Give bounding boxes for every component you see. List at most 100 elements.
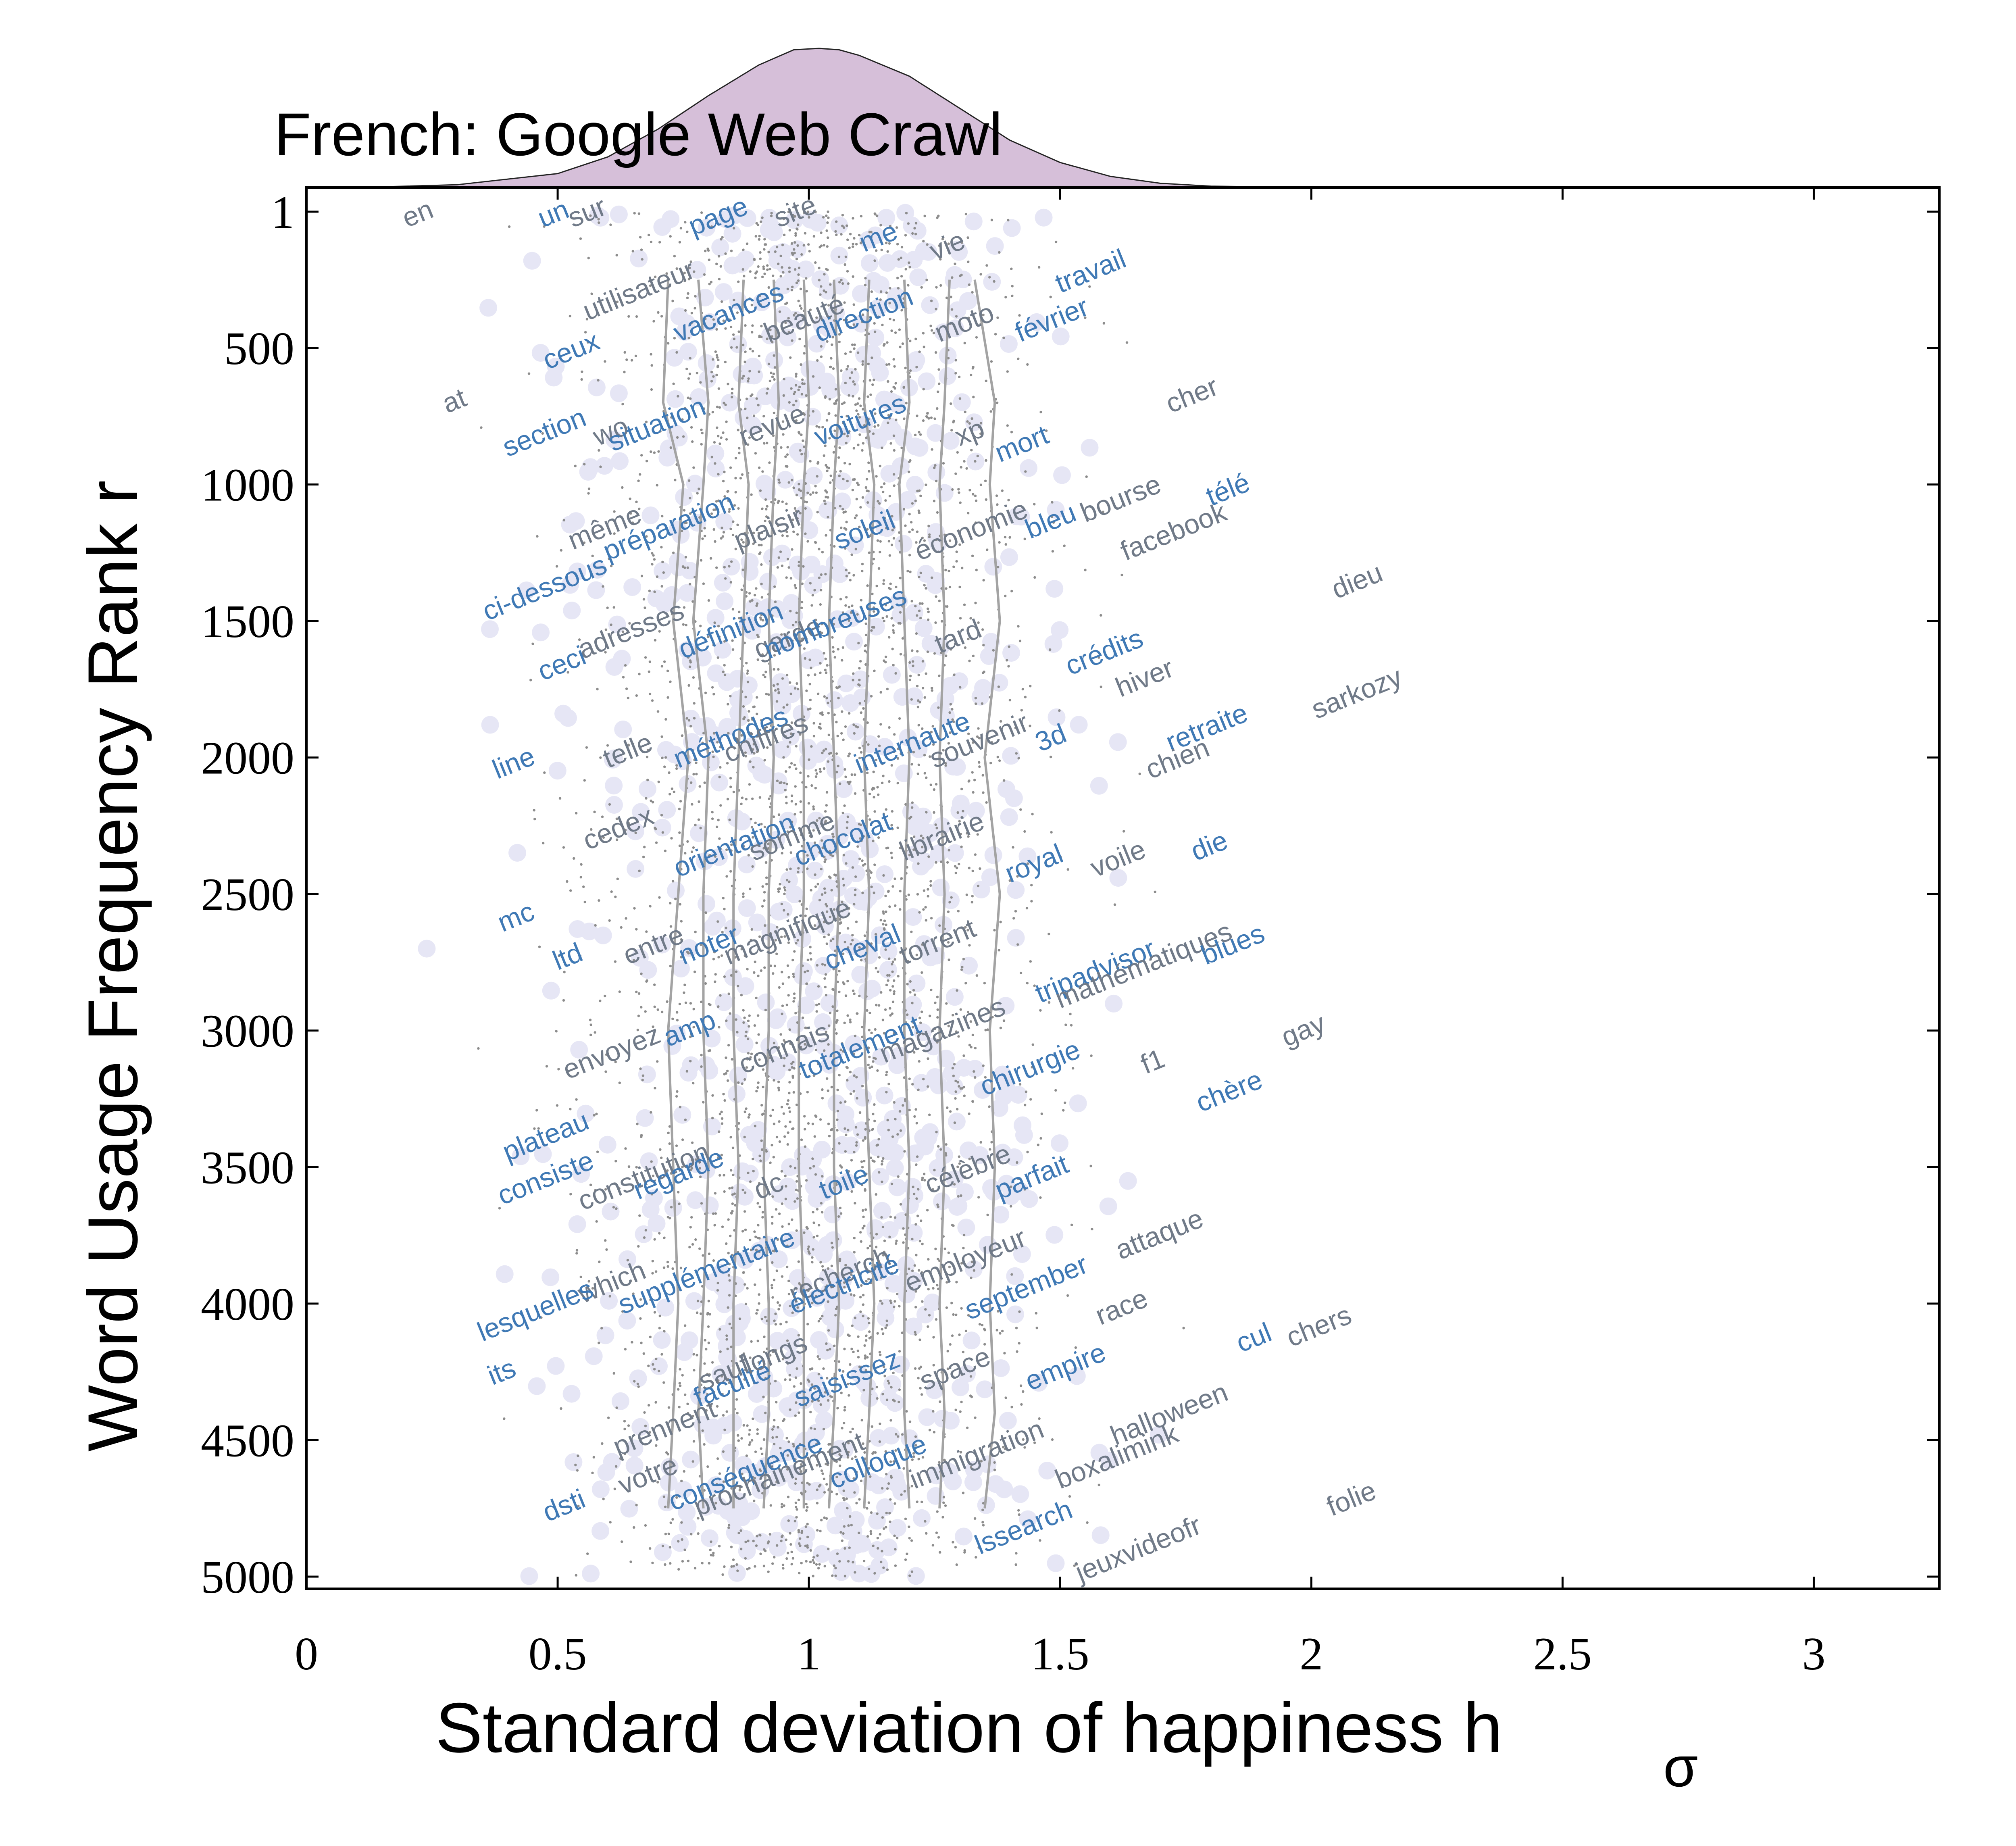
- data-point: [648, 660, 652, 663]
- data-point: [1026, 981, 1029, 985]
- data-point: [664, 756, 667, 759]
- data-point: [932, 743, 935, 746]
- data-point: [850, 1273, 853, 1276]
- data-point: [979, 273, 982, 276]
- data-point: [742, 705, 745, 708]
- data-point: [791, 958, 794, 962]
- data-point: [825, 910, 829, 913]
- data-point: [750, 304, 754, 306]
- halo-point: [707, 664, 725, 682]
- data-point: [850, 611, 853, 614]
- data-point: [690, 426, 693, 429]
- data-point: [891, 648, 894, 650]
- halo-point: [657, 741, 675, 759]
- data-point: [608, 557, 610, 560]
- data-point: [673, 790, 676, 794]
- data-point: [846, 270, 849, 273]
- data-point: [785, 868, 788, 871]
- data-point: [834, 388, 837, 391]
- data-point: [764, 1377, 767, 1380]
- data-point: [893, 990, 896, 993]
- halo-point: [914, 833, 932, 852]
- data-point: [917, 862, 920, 865]
- data-point: [784, 735, 787, 738]
- data-point: [892, 664, 895, 667]
- data-point: [817, 985, 820, 988]
- data-point: [856, 845, 859, 848]
- data-point: [760, 596, 764, 599]
- data-point: [920, 286, 923, 289]
- data-point: [762, 1396, 765, 1398]
- halo-point: [851, 892, 869, 910]
- data-point: [893, 877, 896, 880]
- data-point: [864, 622, 867, 625]
- data-point: [558, 797, 562, 800]
- data-point: [815, 625, 818, 629]
- halo-point: [889, 1519, 906, 1537]
- data-point: [893, 484, 896, 487]
- halo-point: [564, 1453, 583, 1471]
- data-point: [805, 982, 808, 985]
- halo-point: [711, 238, 729, 256]
- data-point: [747, 377, 750, 380]
- data-point: [540, 1316, 543, 1319]
- data-point: [706, 1373, 709, 1375]
- data-point: [720, 537, 723, 540]
- halo-point: [938, 367, 956, 385]
- halo-point: [984, 846, 1002, 864]
- halo-point: [998, 1175, 1016, 1193]
- data-point: [801, 582, 804, 585]
- data-point: [936, 996, 939, 998]
- data-point: [712, 1259, 715, 1262]
- data-point: [847, 1170, 850, 1173]
- data-point: [818, 267, 821, 269]
- data-point: [1001, 1329, 1004, 1333]
- data-point: [891, 1000, 895, 1003]
- data-point: [910, 600, 913, 603]
- data-point: [1086, 1521, 1089, 1524]
- data-point: [869, 316, 872, 319]
- data-point: [896, 1292, 899, 1296]
- data-point: [800, 307, 803, 310]
- data-point: [990, 1141, 993, 1144]
- halo-point: [653, 1331, 671, 1349]
- data-point: [710, 281, 713, 283]
- data-point: [906, 1013, 909, 1016]
- data-point: [840, 732, 843, 735]
- data-point: [885, 1073, 888, 1076]
- data-point: [816, 1554, 819, 1557]
- data-point: [878, 502, 881, 505]
- data-point: [644, 1229, 648, 1232]
- data-point: [668, 1125, 671, 1128]
- data-point: [850, 553, 853, 556]
- data-point: [966, 1426, 969, 1429]
- data-point: [762, 267, 765, 271]
- data-point: [829, 853, 832, 856]
- halo-point: [834, 1501, 852, 1519]
- data-point: [687, 337, 690, 340]
- data-point: [675, 767, 678, 770]
- data-point: [954, 1079, 957, 1082]
- data-point: [887, 380, 889, 383]
- data-point: [618, 1081, 621, 1084]
- data-point: [660, 315, 663, 318]
- data-point: [764, 1316, 767, 1319]
- data-point: [754, 1565, 756, 1568]
- data-point: [727, 383, 729, 385]
- data-point: [1049, 755, 1052, 758]
- data-point: [1001, 489, 1004, 492]
- data-point: [844, 1150, 847, 1153]
- data-point: [803, 352, 806, 355]
- data-point: [814, 885, 817, 888]
- data-point: [731, 392, 733, 395]
- data-point: [797, 1529, 800, 1532]
- data-point: [894, 672, 897, 675]
- data-point: [785, 796, 788, 798]
- data-point: [789, 851, 793, 854]
- data-point: [883, 517, 886, 520]
- data-point: [821, 1088, 824, 1091]
- data-point: [806, 969, 809, 973]
- data-point: [652, 1025, 654, 1028]
- data-point: [575, 1252, 578, 1255]
- data-point: [889, 989, 892, 992]
